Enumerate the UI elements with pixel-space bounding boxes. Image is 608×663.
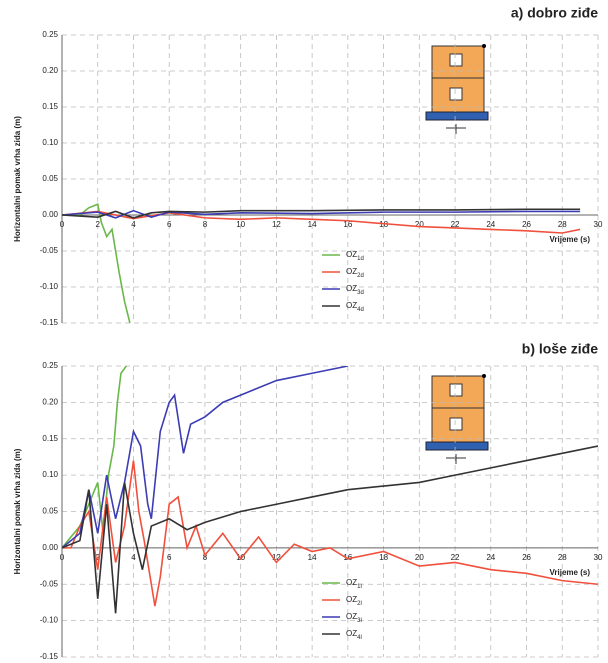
legend-label: OZ2l <box>346 595 362 606</box>
y-tick-label: 0.25 <box>42 361 58 370</box>
x-tick-label: 12 <box>272 220 281 229</box>
building-icon-a <box>425 44 489 134</box>
legend-label: OZ1l <box>346 578 362 589</box>
x-tick-label: 28 <box>558 553 567 562</box>
y-tick-label: 0.15 <box>42 434 58 443</box>
y-tick-label: -0.05 <box>40 579 59 588</box>
x-tick-label: 10 <box>236 220 245 229</box>
x-tick-label: 26 <box>522 553 531 562</box>
legend-label: OZ4l <box>346 629 362 640</box>
y-tick-label: -0.10 <box>40 282 59 291</box>
y-tick-label: -0.05 <box>40 246 59 255</box>
x-tick-label: 18 <box>379 220 388 229</box>
y-tick-label: 0.15 <box>42 102 58 111</box>
x-tick-label: 30 <box>594 220 603 229</box>
y-tick-label: 0.20 <box>42 397 58 406</box>
chart-title: b) loše ziđe <box>522 341 598 357</box>
x-tick-label: 4 <box>131 220 136 229</box>
x-tick-label: 6 <box>167 220 172 229</box>
x-tick-label: 2 <box>96 220 101 229</box>
y-tick-label: 0.25 <box>42 30 58 39</box>
x-tick-label: 8 <box>203 220 208 229</box>
x-axis-label: Vrijeme (s) <box>550 568 591 577</box>
x-tick-label: 22 <box>451 220 460 229</box>
y-tick-label: -0.10 <box>40 616 59 625</box>
legend-label: OZ1d <box>346 250 364 261</box>
series-line <box>62 460 598 607</box>
x-tick-label: 30 <box>594 553 603 562</box>
legend-label: OZ3l <box>346 612 362 623</box>
y-tick-label: 0.10 <box>42 138 58 147</box>
y-tick-label: 0.05 <box>42 507 58 516</box>
y-tick-label: -0.15 <box>40 652 59 661</box>
x-tick-label: 22 <box>451 553 460 562</box>
chart-title: a) dobro ziđe <box>511 5 598 21</box>
building-icon-b <box>425 374 489 464</box>
x-tick-label: 12 <box>272 553 281 562</box>
y-tick-label: 0.10 <box>42 470 58 479</box>
x-tick-label: 6 <box>167 553 172 562</box>
series-line <box>62 366 349 549</box>
legend-label: OZ4d <box>346 301 364 312</box>
x-tick-label: 14 <box>308 553 317 562</box>
y-tick-label: 0.05 <box>42 174 58 183</box>
series-line <box>62 445 598 614</box>
x-tick-label: 4 <box>131 553 136 562</box>
x-tick-label: 16 <box>343 220 352 229</box>
x-tick-label: 2 <box>96 553 101 562</box>
legend-label: OZ3d <box>346 284 364 295</box>
y-tick-label: 0.20 <box>42 66 58 75</box>
series-line <box>62 208 581 219</box>
x-tick-label: 24 <box>486 220 495 229</box>
y-tick-label: -0.15 <box>40 318 59 327</box>
x-tick-label: 16 <box>343 553 352 562</box>
series-line <box>62 203 131 323</box>
x-tick-label: 14 <box>308 220 317 229</box>
x-tick-label: 20 <box>415 220 424 229</box>
x-tick-label: 8 <box>203 553 208 562</box>
x-tick-label: 24 <box>486 553 495 562</box>
y-axis-label: Horizontalni pomak vrha zida (m) <box>13 116 22 242</box>
x-tick-label: 20 <box>415 553 424 562</box>
x-tick-label: 28 <box>558 220 567 229</box>
y-axis-label: Horizontalni pomak vrha zida (m) <box>13 448 22 574</box>
x-tick-label: 18 <box>379 553 388 562</box>
series-line <box>62 366 127 549</box>
y-tick-label: 0.00 <box>42 210 58 219</box>
x-tick-label: 26 <box>522 220 531 229</box>
x-axis-label: Vrijeme (s) <box>550 235 591 244</box>
legend-label: OZ2d <box>346 267 364 278</box>
series-line <box>62 210 581 234</box>
series-line <box>62 209 581 219</box>
y-tick-label: 0.00 <box>42 543 58 552</box>
